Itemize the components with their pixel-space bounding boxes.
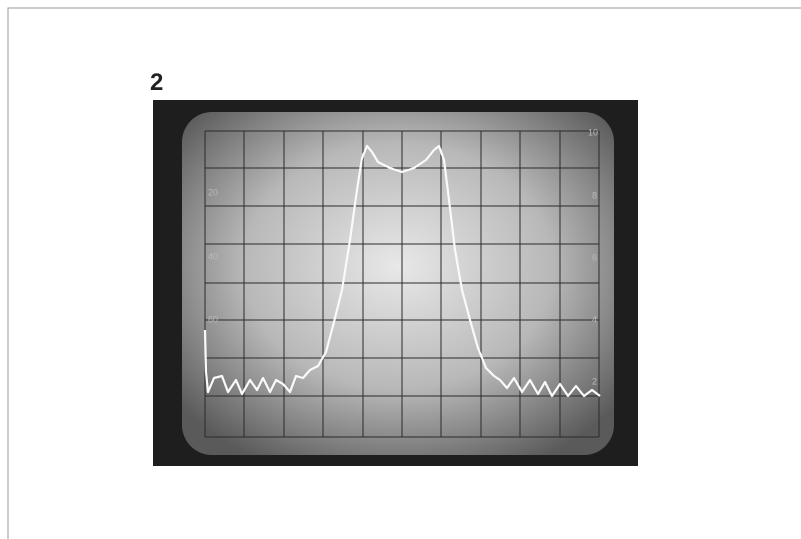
scale-label: 6 — [592, 252, 597, 262]
scale-label: 10 — [588, 127, 598, 137]
scale-label: 4 — [592, 314, 597, 324]
frame — [7, 7, 801, 539]
scale-label: 60 — [208, 314, 218, 324]
graticule — [204, 130, 600, 438]
figure-label: 2 — [150, 69, 163, 96]
scale-label: 8 — [592, 190, 597, 200]
trace — [203, 144, 601, 398]
scale-label: 2 — [592, 376, 597, 386]
scale-label: 40 — [208, 251, 218, 261]
scale-label: 20 — [208, 187, 218, 197]
